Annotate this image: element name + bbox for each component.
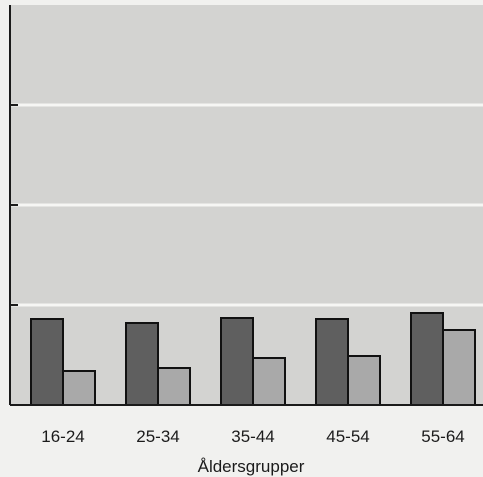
- bar-45-54-series-1: [315, 318, 349, 406]
- bar-25-34-series-2: [157, 367, 191, 406]
- bar-55-64-series-1: [410, 312, 444, 406]
- gridlines: [10, 103, 483, 307]
- x-tick-label: 55-64: [421, 427, 464, 446]
- bar-35-44-series-2: [252, 357, 286, 406]
- x-tick-label: 16-24: [41, 427, 84, 446]
- bar-45-54-series-2: [347, 355, 381, 406]
- bars-group: [30, 312, 476, 406]
- bar-16-24-series-1: [30, 318, 64, 406]
- y-ticks: [10, 104, 18, 306]
- x-tick-label: 25-34: [136, 427, 179, 446]
- x-tick-label: 45-54: [326, 427, 369, 446]
- bar-16-24-series-2: [62, 370, 96, 406]
- x-tick-labels: 16-24 25-34 35-44 45-54 55-64: [41, 427, 464, 446]
- bar-35-44-series-1: [220, 317, 254, 406]
- bar-25-34-series-1: [125, 322, 159, 406]
- x-axis-title: Åldersgrupper: [198, 457, 305, 476]
- x-tick-label: 35-44: [231, 427, 274, 446]
- bar-55-64-series-2: [442, 329, 476, 406]
